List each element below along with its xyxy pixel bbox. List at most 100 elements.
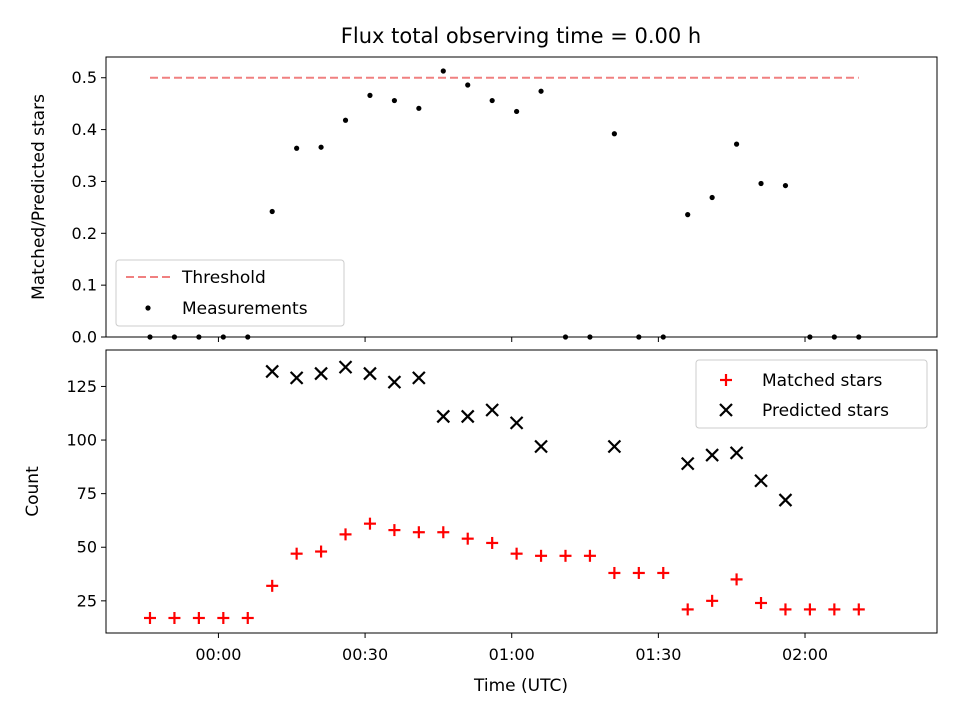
matched-stars-points (143, 517, 865, 624)
matched-star-marker (706, 594, 719, 607)
ratio-y-tick-label: 0.2 (72, 224, 97, 243)
ratio-y-ticks: 0.0 0.1 0.2 0.3 0.4 0.5 (72, 68, 106, 347)
count-y-tick-label: 50 (77, 538, 97, 557)
ratio-y-tick-label: 0.0 (72, 328, 97, 347)
matched-star-marker (143, 611, 156, 624)
predicted-star-marker (754, 474, 768, 488)
measurement-point (465, 82, 471, 88)
matched-star-marker (168, 611, 181, 624)
measurement-point (318, 144, 324, 150)
ratio-y-tick-label: 0.5 (72, 68, 97, 87)
matched-star-marker (486, 536, 499, 549)
count-y-tick-label: 100 (66, 431, 97, 450)
matched-star-marker (241, 611, 254, 624)
measurement-point (416, 105, 422, 111)
ratio-y-tick-label: 0.3 (72, 172, 97, 191)
measurement-point (294, 145, 300, 151)
measurement-point (514, 108, 520, 115)
count-axes: 25 50 75 100 125 00:00 00:30 01:00 01:30 02:00 C… (23, 349, 938, 696)
measurement-point (782, 182, 789, 189)
measurement-point (611, 131, 617, 137)
predicted-star-marker (412, 371, 426, 385)
matched-star-marker (388, 524, 401, 537)
ratio-legend: Threshold Measurements (115, 259, 345, 327)
matched-star-marker (779, 603, 792, 616)
measurement-point (660, 334, 666, 340)
count-plot-frame (105, 349, 938, 634)
measurement-point (733, 141, 740, 147)
measurement-point (587, 334, 593, 340)
predicted-star-marker (607, 439, 622, 454)
measurement-point (147, 334, 153, 340)
count-y-ticks: 25 50 75 100 125 (66, 377, 106, 610)
count-legend-box (695, 359, 928, 429)
measurement-points (147, 68, 862, 340)
count-x-tick-label: 02:00 (782, 645, 828, 664)
measurement-point (562, 334, 569, 340)
matched-star-marker (803, 603, 816, 616)
count-x-ticks: 00:00 00:30 01:00 01:30 02:00 (195, 633, 828, 664)
x-axis-label: Time (UTC) (473, 676, 568, 696)
measurement-point (489, 97, 495, 104)
matched-star-marker (755, 596, 768, 609)
matched-star-marker (461, 532, 474, 545)
measurement-point (367, 92, 373, 98)
ratio-legend-box (115, 259, 345, 327)
ratio-axes: 0.0 0.1 0.2 0.3 0.4 0.5 Matched/Predicted sta… (29, 56, 938, 347)
matched-star-marker (339, 528, 352, 541)
predicted-star-marker (314, 366, 328, 381)
measurements-legend-label: Measurements (182, 299, 308, 319)
predicted-star-marker (363, 366, 377, 381)
predicted-star-marker (778, 493, 793, 507)
count-x-tick-label: 01:30 (635, 645, 681, 664)
measurement-point (636, 334, 642, 340)
ratio-y-axis-label: Matched/Predicted stars (29, 94, 49, 300)
matched-star-marker (315, 545, 328, 558)
matched-star-marker (266, 579, 279, 592)
predicted-stars-points (265, 360, 793, 507)
matched-legend-label: Matched stars (762, 371, 882, 391)
measurement-point (831, 334, 837, 340)
measurement-point (538, 88, 544, 94)
count-y-tick-label: 75 (77, 484, 97, 503)
matched-legend-swatch (720, 374, 732, 386)
predicted-star-marker (729, 446, 744, 460)
measurement-point (709, 194, 715, 201)
matched-star-marker (437, 526, 450, 539)
measurement-point (269, 208, 275, 215)
count-x-tick-label: 00:30 (342, 645, 388, 664)
measurement-point (196, 334, 202, 340)
predicted-star-marker (485, 403, 499, 417)
predicted-star-marker (534, 439, 548, 454)
matched-star-marker (828, 603, 841, 616)
ratio-x-ticks (217, 337, 806, 342)
matched-star-marker (632, 566, 645, 579)
predicted-star-marker (460, 409, 475, 424)
measurement-point (391, 97, 398, 104)
matched-star-marker (363, 517, 376, 530)
matched-star-marker (535, 549, 548, 562)
threshold-legend-label: Threshold (181, 268, 266, 288)
predicted-star-marker (705, 448, 719, 462)
count-x-tick-label: 00:00 (195, 645, 241, 664)
matched-star-marker (412, 526, 425, 539)
matched-star-marker (681, 603, 694, 616)
ratio-y-tick-label: 0.4 (72, 120, 97, 139)
matched-star-marker (852, 603, 865, 616)
measurement-point (856, 334, 862, 340)
predicted-star-marker (509, 416, 524, 430)
predicted-star-marker (265, 364, 279, 379)
measurement-point (440, 68, 446, 74)
measurement-point (758, 180, 764, 187)
predicted-star-marker (680, 456, 695, 471)
matched-star-marker (510, 547, 523, 560)
measurement-point (685, 212, 691, 218)
measurements-legend-swatch (145, 305, 151, 311)
measurement-point (220, 334, 226, 340)
ratio-y-tick-label: 0.1 (72, 276, 97, 295)
predicted-legend-label: Predicted stars (762, 401, 889, 421)
matched-star-marker (559, 549, 572, 562)
matched-star-marker (290, 547, 303, 560)
measurement-point (245, 334, 251, 340)
